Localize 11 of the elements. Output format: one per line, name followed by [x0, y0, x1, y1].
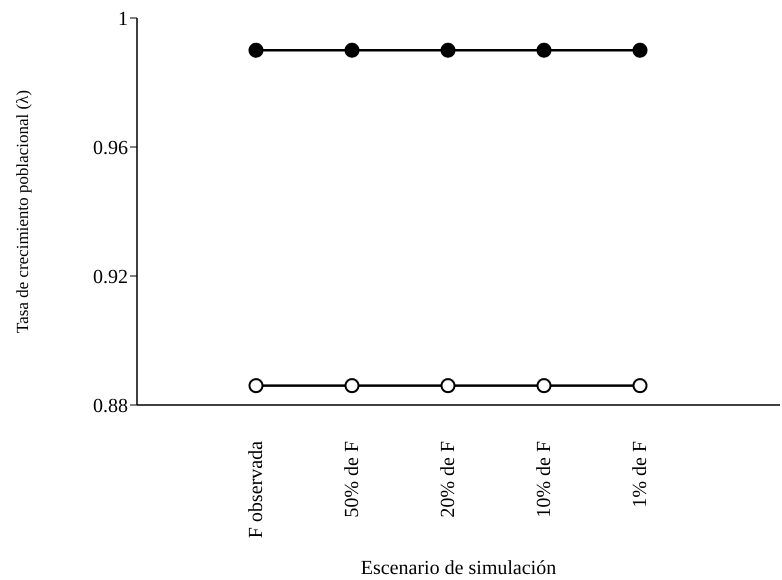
y-tick-label: 1 [118, 8, 128, 30]
y-tick-label: 0.92 [93, 266, 128, 288]
y-tick-label: 0.88 [93, 395, 128, 418]
x-tick-label: 50% de F [341, 441, 363, 518]
x-tick-label: 10% de F [533, 441, 555, 518]
y-axis-title: Tasa de crecimiento poblacional (λ) [13, 90, 32, 334]
x-axis-title: Escenario de simulación [360, 557, 556, 579]
x-tick-label: 20% de F [437, 441, 459, 518]
y-tick-label: 0.96 [93, 137, 128, 160]
x-tick-label: 1% de F [629, 441, 651, 508]
x-tick-label: F observada [245, 440, 267, 538]
